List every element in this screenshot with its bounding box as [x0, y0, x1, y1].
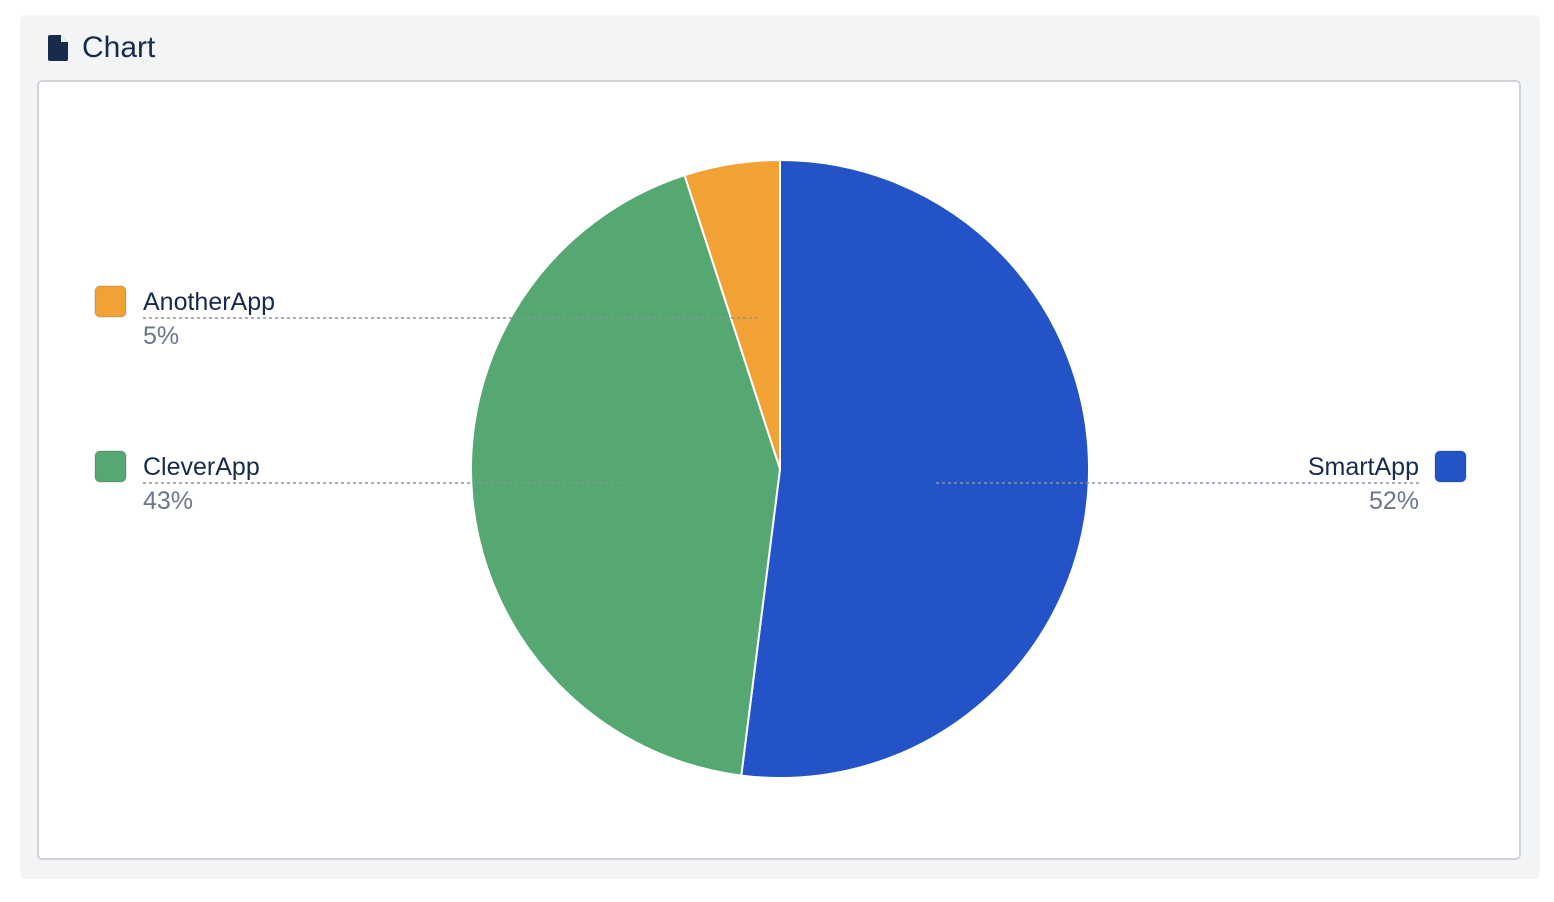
panel-title: Chart	[82, 31, 156, 64]
legend-swatch-cleverapp	[94, 450, 127, 483]
pie-slice-cleverapp	[470, 173, 782, 777]
legend-value-smartapp: 52%	[1369, 487, 1419, 515]
legend-label-smartapp: SmartApp	[1308, 453, 1419, 481]
legend-value-anotherapp: 5%	[143, 322, 179, 350]
pie-slice-anotherapp	[683, 158, 781, 470]
chart-panel: Chart SmartApp 52% CleverApp 43% AnotherApp 5…	[20, 15, 1540, 879]
pie-chart: SmartApp 52% CleverApp 43% AnotherApp 5%	[94, 158, 1467, 779]
chart-container: SmartApp 52% CleverApp 43% AnotherApp 5%	[37, 80, 1521, 860]
document-icon	[48, 35, 68, 61]
legend-label-anotherapp: AnotherApp	[143, 288, 275, 316]
legend-label-cleverapp: CleverApp	[143, 453, 260, 481]
legend-swatch-smartapp	[1434, 450, 1467, 483]
panel-header: Chart	[48, 29, 155, 67]
legend-value-cleverapp: 43%	[143, 487, 193, 515]
legend-swatch-anotherapp	[94, 285, 127, 318]
pie-slice-smartapp	[740, 158, 1090, 779]
